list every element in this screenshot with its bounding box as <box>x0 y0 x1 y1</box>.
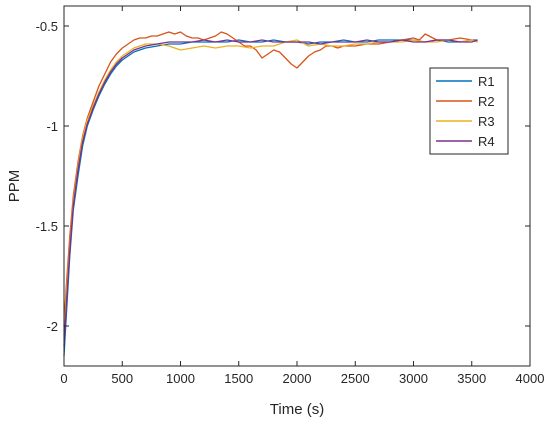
x-tick-label: 500 <box>111 371 133 386</box>
y-axis-label: PPM <box>6 170 23 203</box>
series-line-r1 <box>63 39 478 357</box>
x-axis-ticks: 0 500 1000 1500 2000 2500 3000 3500 4000 <box>60 6 544 386</box>
y-tick-label: -0.5 <box>36 19 58 34</box>
series-line-r4 <box>63 39 478 347</box>
series-layer <box>63 31 478 357</box>
legend-label-r4: R4 <box>478 134 495 149</box>
y-axis-ticks: -0.5 -1 -1.5 -2 <box>36 19 530 334</box>
x-tick-label: 4000 <box>516 371 545 386</box>
y-tick-label: -2 <box>46 319 58 334</box>
x-tick-label: 1500 <box>224 371 253 386</box>
x-tick-label: 2000 <box>283 371 312 386</box>
series-line-r3 <box>63 39 478 337</box>
series-line-r2 <box>63 31 478 327</box>
x-axis-label: Time (s) <box>270 401 324 418</box>
legend-box <box>429 67 509 155</box>
legend-label-r2: R2 <box>478 94 495 109</box>
x-tick-label: 1000 <box>166 371 195 386</box>
y-tick-label: -1 <box>46 119 58 134</box>
x-tick-label: 3500 <box>457 371 486 386</box>
legend-label-r1: R1 <box>478 74 495 89</box>
x-tick-label: 2500 <box>341 371 370 386</box>
x-tick-label: 0 <box>60 371 67 386</box>
y-tick-label: -1.5 <box>36 219 58 234</box>
x-tick-label: 3000 <box>399 371 428 386</box>
plot-area <box>64 6 530 366</box>
legend: R1 R2 R3 R4 <box>429 67 509 155</box>
legend-label-r3: R3 <box>478 114 495 129</box>
